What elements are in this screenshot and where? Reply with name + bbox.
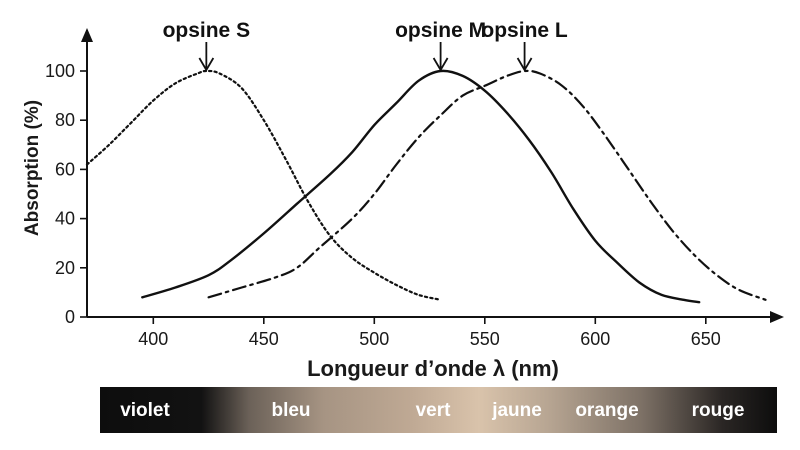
- y-tick-label: 60: [55, 159, 75, 179]
- y-axis-arrow: [81, 28, 93, 42]
- y-tick-label: 100: [45, 61, 75, 81]
- annotation-arrowhead-opsine-l: [516, 57, 533, 72]
- x-tick-label: 600: [580, 329, 610, 349]
- band-label-vert: vert: [416, 400, 452, 421]
- x-axis-title: Longueur d’onde λ (nm): [307, 356, 559, 381]
- x-tick-label: 650: [691, 329, 721, 349]
- x-tick-label: 500: [359, 329, 389, 349]
- annotation-label-opsine-l: opsine L: [481, 19, 568, 42]
- y-tick-label: 0: [65, 307, 75, 327]
- y-ticks: 0 20 40 60 80 100: [45, 61, 87, 327]
- y-tick-label: 40: [55, 209, 75, 229]
- x-tick-label: 450: [249, 329, 279, 349]
- series-line-opsine-l: [207, 69, 767, 301]
- band-label-bleu: bleu: [271, 400, 310, 421]
- y-tick-label: 80: [55, 110, 75, 130]
- annotation-arrowhead-opsine-s: [198, 57, 215, 72]
- y-axis-title: Absorption (%): [22, 100, 43, 236]
- color-band: violet bleu vert jaune orange rouge: [100, 387, 777, 433]
- color-band-bar: [100, 387, 777, 433]
- band-label-violet: violet: [120, 400, 170, 421]
- annotation-arrowhead-opsine-m: [432, 57, 449, 72]
- axes: [81, 28, 784, 323]
- annotation-label-opsine-m: opsine M: [395, 19, 486, 42]
- x-tick-label: 550: [470, 329, 500, 349]
- annotation-label-opsine-s: opsine S: [163, 19, 251, 42]
- x-ticks: 400 450 500 550 600 650: [138, 317, 721, 349]
- band-label-jaune: jaune: [491, 400, 542, 421]
- series-line-opsine-s: [85, 69, 442, 301]
- y-tick-label: 20: [55, 258, 75, 278]
- x-tick-label: 400: [138, 329, 168, 349]
- band-label-rouge: rouge: [692, 400, 745, 421]
- series-line-opsine-m: [141, 69, 701, 304]
- x-axis-arrow: [770, 311, 784, 323]
- band-label-orange: orange: [575, 400, 638, 421]
- series-layer: [85, 69, 767, 304]
